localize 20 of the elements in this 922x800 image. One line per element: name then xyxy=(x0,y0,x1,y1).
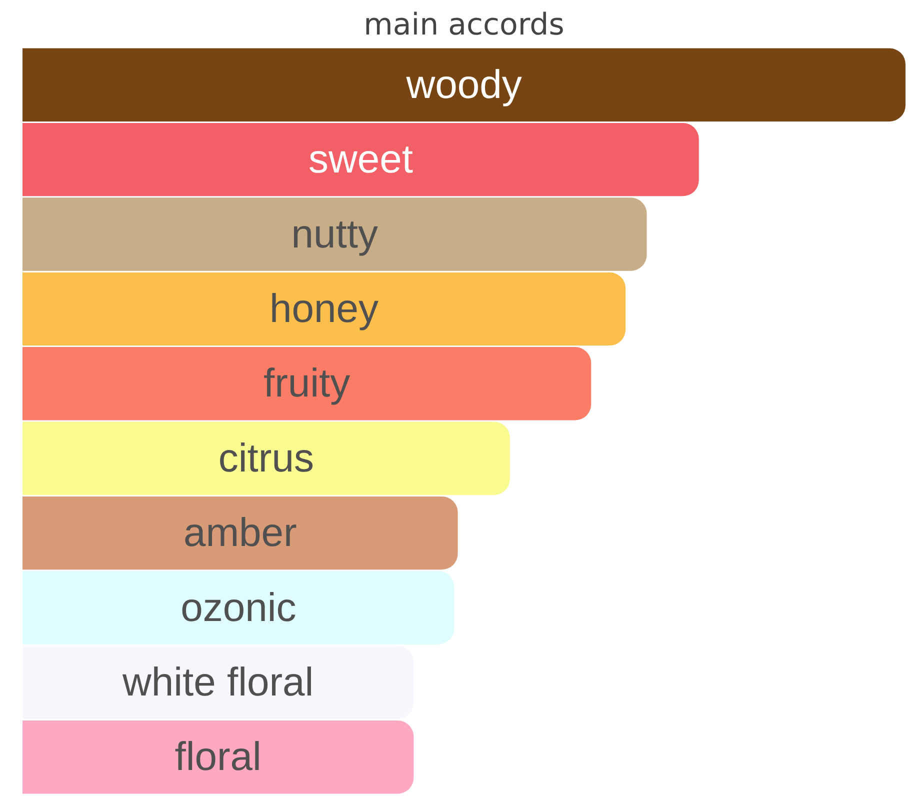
y-tick-label: white floral xyxy=(121,660,314,704)
bar xyxy=(22,198,647,271)
y-tick-label: citrus xyxy=(218,436,314,480)
y-tick-label: floral xyxy=(174,735,262,780)
bar xyxy=(22,48,906,122)
bar xyxy=(22,422,510,495)
bar xyxy=(22,720,414,794)
chart-title: main accords xyxy=(364,8,564,42)
y-tick-label: fruity xyxy=(263,362,350,406)
y-tick-label: nutty xyxy=(291,212,378,256)
bar xyxy=(22,272,626,346)
y-tick-label: ozonic xyxy=(180,586,296,630)
bar xyxy=(22,496,458,570)
y-tick-label: amber xyxy=(183,511,297,556)
y-tick-label: woody xyxy=(405,62,522,107)
bar xyxy=(22,571,454,644)
bar xyxy=(22,347,592,420)
y-tick-label: sweet xyxy=(308,138,413,182)
bar xyxy=(22,122,699,196)
y-tick-label: honey xyxy=(270,286,379,331)
